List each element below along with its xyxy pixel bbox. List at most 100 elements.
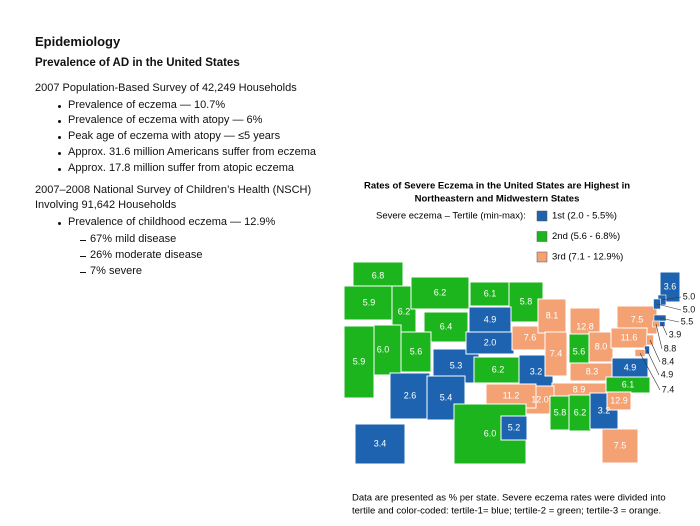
map-title: Rates of Severe Eczema in the United Sta… [364, 181, 630, 192]
state [410, 276, 470, 310]
state-value: 11.2 [503, 390, 520, 400]
state [469, 281, 511, 307]
state [659, 271, 681, 303]
state-value: 4.9 [484, 314, 497, 324]
legend-item: 1st (2.0 - 5.5%) [552, 211, 617, 222]
state-value: 6.0 [377, 344, 390, 354]
state [343, 325, 375, 399]
state [354, 423, 406, 465]
state [400, 331, 432, 373]
state-value: 7.5 [631, 314, 644, 324]
state-value: 8.9 [573, 384, 586, 394]
bullet: Prevalence of eczema with atopy — 6% [58, 114, 262, 126]
state-value: 7.6 [524, 332, 537, 342]
bullet: Peak age of eczema with atopy — ≤5 years [58, 130, 280, 142]
state-value: 12.8 [576, 321, 594, 331]
legend-swatch [536, 251, 548, 263]
section-heading: 2007–2008 National Survey of Children’s … [35, 184, 312, 196]
state-value: 3.9 [669, 329, 682, 339]
state [389, 372, 431, 420]
bullet: Prevalence of eczema — 10.7% [58, 99, 225, 111]
state-value: 12.9 [610, 395, 628, 405]
state-value: 6.1 [622, 379, 635, 389]
state-value: 8.3 [586, 366, 599, 376]
sub-bullet: 67% mild disease [80, 233, 176, 245]
state [544, 331, 568, 377]
state-value: 5.5 [681, 316, 694, 326]
state-value: 6.2 [398, 306, 411, 316]
state-value: 5.4 [440, 392, 453, 402]
callout-line [655, 323, 663, 350]
state [601, 428, 639, 464]
legend-item: 2nd (5.6 - 6.8%) [552, 231, 620, 242]
footnote: Data are presented as % per state. Sever… [352, 493, 666, 504]
callout-line [646, 349, 660, 376]
state-value: 5.0 [683, 304, 696, 314]
state-value: 8.1 [546, 310, 559, 320]
sub-bullet: 26% moderate disease [80, 249, 203, 261]
state [537, 298, 567, 334]
state [606, 391, 632, 411]
section-heading: 2007 Population-Based Survey of 42,249 H… [35, 82, 297, 94]
state-value: 5.3 [450, 360, 463, 370]
state-value: 6.4 [440, 321, 453, 331]
state [500, 415, 528, 441]
section-heading: Involving 91,642 Households [35, 199, 177, 211]
state-value: 6.0 [484, 428, 497, 438]
legend-swatch [536, 231, 548, 242]
callout-line [659, 317, 680, 323]
state-value: 6.1 [484, 288, 497, 298]
title: Epidemiology [35, 34, 121, 49]
sub-bullet: 7% severe [80, 265, 142, 277]
state-value: 3.2 [598, 405, 611, 415]
state [343, 285, 395, 321]
state-value: 3.6 [664, 281, 677, 291]
state-value: 8.8 [664, 343, 677, 353]
state-value: 8.0 [595, 341, 608, 351]
state-value: 4.9 [624, 362, 637, 372]
state-value: 6.8 [372, 270, 385, 280]
state-value: 11.6 [621, 332, 638, 342]
state-value: 7.4 [662, 384, 675, 394]
legend-swatch [536, 210, 548, 222]
subtitle: Prevalence of AD in the United States [35, 57, 240, 69]
state-value: 7.5 [614, 440, 627, 450]
state-value: 7.4 [550, 348, 563, 358]
state-value: 2.6 [404, 390, 417, 400]
legend-label: Severe eczema – Tertile (min-max): [376, 211, 526, 222]
state [473, 356, 523, 384]
state-value: 5.9 [363, 297, 376, 307]
legend-item: 3rd (7.1 - 12.9%) [552, 252, 623, 263]
state-value: 4.9 [661, 369, 674, 379]
state-value: 5.9 [353, 356, 366, 366]
state-value: 8.4 [662, 356, 675, 366]
state [468, 306, 512, 334]
state-value: 5.0 [683, 291, 696, 301]
state-value: 5.6 [573, 346, 586, 356]
state-value: 3.4 [374, 438, 387, 448]
map-title: Northeastern and Midwestern States [415, 194, 580, 205]
state-value: 2.0 [484, 337, 497, 347]
state-value: 6.2 [574, 407, 587, 417]
state [511, 325, 549, 351]
callout-line [639, 352, 661, 391]
state-value: 12.0 [531, 394, 549, 404]
bullet: Prevalence of childhood eczema — 12.9% [58, 216, 275, 228]
bullet: Approx. 17.8 million suffer from atopic … [58, 162, 294, 174]
bullet: Approx. 31.6 million Americans suffer fr… [58, 146, 316, 158]
callout-line [656, 303, 682, 311]
state-value: 3.2 [530, 366, 543, 376]
state-value: 5.2 [508, 422, 521, 432]
callout-line [661, 296, 682, 301]
footnote: tertile and color-coded: tertile-1= blue… [352, 506, 661, 517]
state-value: 5.8 [520, 296, 533, 306]
state [508, 281, 544, 323]
state-value: 6.2 [492, 364, 505, 374]
callout-line [661, 323, 668, 336]
callout-line [649, 339, 661, 363]
state-value: 6.2 [434, 287, 447, 297]
state-value: 5.6 [410, 346, 423, 356]
state-value: 5.8 [554, 407, 567, 417]
